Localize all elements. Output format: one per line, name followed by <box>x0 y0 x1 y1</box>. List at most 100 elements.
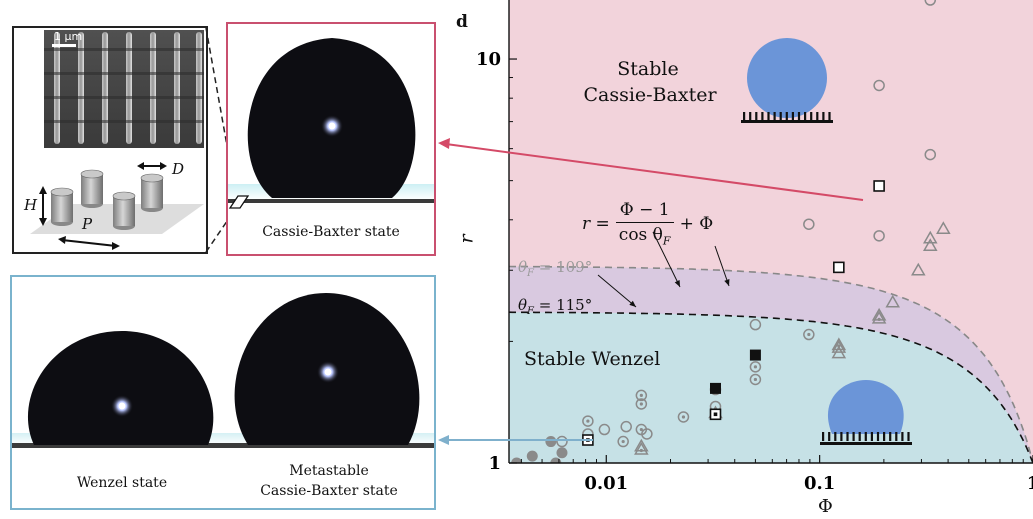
wenzel-pillar <box>895 432 898 441</box>
marker-triangle-open <box>831 340 847 353</box>
marker-circle-dot-center <box>807 332 811 337</box>
cassie-droplet-icon-droplet <box>747 38 827 118</box>
y-tick-label: 1 <box>488 453 501 474</box>
equation-denominator: cos θF <box>619 223 671 247</box>
marker-triangle-dot-center <box>877 317 881 322</box>
cassie-droplet-icon-pillar <box>810 112 813 121</box>
marker-circle-filled <box>526 450 538 462</box>
cassie-droplet-icon-pillar <box>816 112 819 121</box>
cassie-droplet-icon-pillar <box>791 112 794 121</box>
equation-tail: + Φ <box>679 213 714 234</box>
equation-lhs: r = <box>582 213 610 234</box>
panel-b-caption: Cassie-Baxter state <box>262 224 400 240</box>
curve-label-115-arrow-head <box>629 300 636 307</box>
marker-square-dot-center <box>713 412 718 417</box>
cassie-region-label-line2: Cassie-Baxter <box>583 84 717 106</box>
marker-circle-filled <box>511 457 523 463</box>
marker-circle-dot-center <box>681 415 686 419</box>
marker-triangle-open <box>936 221 951 235</box>
wenzel-pillar <box>864 432 867 441</box>
marker-circle-open <box>873 230 885 242</box>
curve-label-109: θF = 109° <box>518 258 592 279</box>
metastable-caption-line1: Metastable <box>289 463 369 479</box>
marker-triangle-dot <box>871 310 887 324</box>
marker-circle-dot <box>582 415 594 427</box>
equation-numerator: Φ − 1 <box>615 200 674 223</box>
marker-triangle-dot <box>634 441 649 455</box>
x-tick-label: 0.01 <box>584 473 628 494</box>
marker-triangle-open <box>831 345 847 359</box>
wenzel-droplet <box>827 380 904 434</box>
diameter-label: D <box>172 160 185 178</box>
cassie-baxter-droplet-photo <box>228 38 434 209</box>
marker-circle-dot <box>749 361 762 373</box>
marker-circle-dot-center <box>639 393 643 398</box>
marker-triangle-open <box>885 294 900 308</box>
marker-triangle-dot <box>831 337 847 351</box>
marker-circle-dot <box>803 328 815 341</box>
marker-circle-dot-center <box>639 402 643 406</box>
pillar-micrograph <box>30 30 204 250</box>
wenzel-pillar <box>870 432 873 441</box>
marker-circle-dot <box>749 373 762 386</box>
curve-theta-115 <box>509 311 1033 463</box>
marker-circle-dot-center <box>621 439 625 444</box>
curve-label-115-theta: θ <box>518 296 528 314</box>
marker-circle-open <box>620 420 632 433</box>
equation-arrow <box>652 231 681 288</box>
wenzel-pillar <box>846 432 849 441</box>
wenzel-substrate <box>820 442 912 445</box>
marker-square-filled <box>749 349 761 361</box>
cassie-droplet-icon-pillar <box>822 112 825 121</box>
wenzel-pillar <box>840 432 843 441</box>
equation-fraction: Φ − 1 cos θF <box>615 200 674 247</box>
height-label: H <box>24 196 38 214</box>
marker-circle-open <box>924 0 937 6</box>
marker-circle-dot <box>635 398 648 410</box>
wenzel-droplet-icon <box>820 380 912 445</box>
marker-triangle-open <box>922 238 938 251</box>
marker-circle-dot <box>635 423 648 436</box>
cassie-droplet-icon-pillar <box>804 112 807 121</box>
curve-label-115-arrow <box>597 274 637 308</box>
cassie-droplet-icon-pillar <box>785 112 788 121</box>
wenzel-pillar <box>834 432 837 441</box>
metastable-caption-line2: Cassie-Baxter state <box>260 483 398 499</box>
wenzel-pillar <box>852 432 855 441</box>
curve-label-109-sub: F <box>527 268 534 279</box>
panel-c-letter: c <box>20 285 31 305</box>
wenzel-pillar <box>822 432 825 441</box>
wenzel-droplet-photos <box>12 293 434 448</box>
cassie-droplet-icon-pillar <box>755 112 758 121</box>
wenzel-pillar <box>876 432 880 441</box>
marker-circle-open <box>873 79 885 92</box>
marker-circle-filled <box>556 447 568 459</box>
panel-d-letter: d <box>456 12 468 32</box>
marker-square-open <box>873 180 885 192</box>
marker-square-open <box>833 261 845 274</box>
cassie-link-arrowhead <box>438 138 450 149</box>
x-tick-label: 1 <box>1027 473 1033 494</box>
cassie-droplet-icon-pillar <box>828 112 831 121</box>
wenzel-link-arrowhead <box>438 435 449 445</box>
panel-c-frame: Wenzel state Metastable Cassie-Baxter st… <box>10 275 436 510</box>
marker-circle-dot-center <box>586 419 590 423</box>
marker-circle-dot-center <box>753 365 758 369</box>
curve-theta-109 <box>509 265 1033 463</box>
panel-b-letter: b <box>236 30 248 50</box>
marker-circle-open <box>598 423 611 436</box>
cassie-droplet-icon-pillar <box>743 112 746 121</box>
x-axis-label: Φ <box>818 496 833 517</box>
marker-circle-open <box>556 435 568 448</box>
marker-circle-open <box>924 148 937 161</box>
curve-label-109-value: = 109° <box>533 258 593 276</box>
wenzel-pillar <box>858 432 861 441</box>
equation-arrow-head <box>674 280 680 287</box>
wenzel-pillar <box>901 432 904 441</box>
wenzel-pillar <box>889 432 892 441</box>
marker-circle-dot <box>677 411 690 423</box>
marker-triangle-open <box>922 230 938 244</box>
cassie-droplet-icon-substrate <box>741 120 833 123</box>
marker-circle-dot <box>617 435 629 448</box>
panel-b-frame: Cassie-Baxter state <box>226 22 436 256</box>
